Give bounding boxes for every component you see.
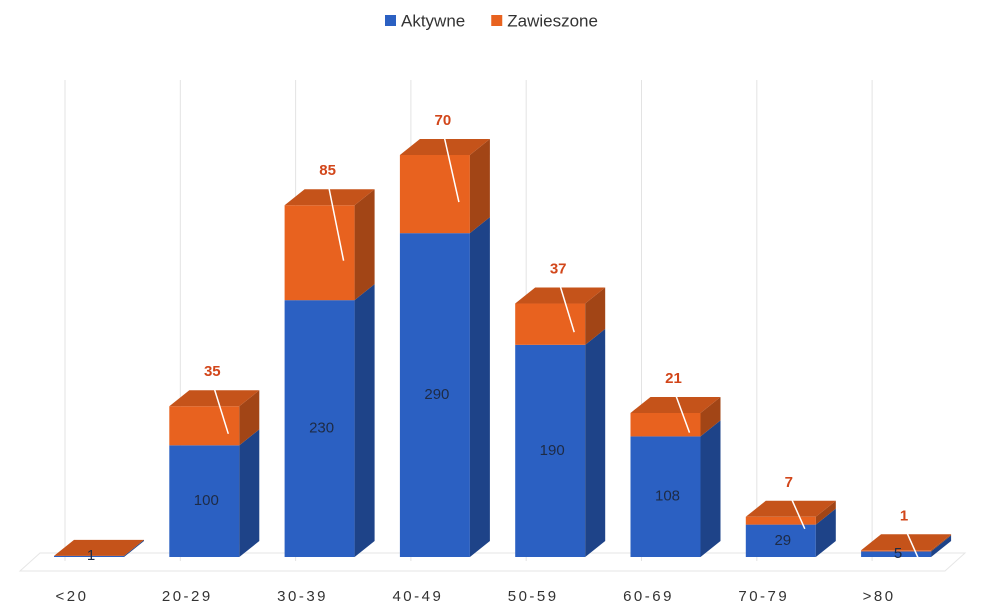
bar-top <box>399 139 490 155</box>
x-tick-label: 50-59 <box>508 588 559 605</box>
leader-line <box>326 181 345 261</box>
bar-side <box>354 189 375 301</box>
data-label: 7 <box>785 474 793 491</box>
leader-line <box>672 388 691 433</box>
data-label: 290 <box>424 386 449 403</box>
leader-line <box>557 279 575 333</box>
bar-segment <box>515 344 586 557</box>
legend-label: Aktywne <box>401 11 465 30</box>
data-label: 1 <box>87 547 95 564</box>
data-label: 108 <box>655 488 680 505</box>
legend-label: Zawieszone <box>507 11 598 30</box>
bar-side <box>815 500 836 525</box>
bar-top <box>169 390 260 407</box>
bar-segment <box>284 300 355 557</box>
bar-segment <box>745 516 816 525</box>
bar-side <box>469 217 490 557</box>
leader-line <box>788 492 806 530</box>
bar-side <box>469 139 490 234</box>
x-tick-label: >80 <box>863 588 896 605</box>
data-label: 5 <box>894 545 902 562</box>
data-label: 37 <box>550 260 567 277</box>
bar-side <box>700 420 721 557</box>
x-tick-label: 70-79 <box>738 588 789 605</box>
x-tick-label: 60-69 <box>623 588 674 605</box>
bar-side <box>239 429 260 557</box>
bar-side <box>700 396 721 437</box>
x-tick-label: 30-39 <box>277 588 328 605</box>
bar-segment <box>169 406 240 446</box>
bar-segment <box>630 436 701 557</box>
bar-segment <box>399 155 470 234</box>
data-label: 70 <box>435 112 452 129</box>
leader-line <box>211 382 230 435</box>
bar-side <box>815 508 836 557</box>
bar-top <box>54 539 144 556</box>
bar-side <box>931 534 952 552</box>
bar-side <box>585 328 606 557</box>
x-tick-label: <20 <box>56 588 89 605</box>
bar-top <box>515 287 606 304</box>
legend-swatch <box>385 15 396 26</box>
bar-segment <box>169 445 240 557</box>
data-label: 85 <box>319 162 336 179</box>
floor <box>18 552 967 572</box>
bar-top <box>745 500 836 517</box>
bar-segment <box>861 550 932 552</box>
leader-line <box>903 525 921 563</box>
bar-top <box>284 189 375 206</box>
data-label: 29 <box>774 532 791 549</box>
data-label: 100 <box>194 492 219 509</box>
bar-segment <box>630 412 701 437</box>
legend-swatch <box>491 15 503 26</box>
data-label: 190 <box>540 442 565 459</box>
leader-line <box>442 130 460 203</box>
legend: Aktywne Zawieszone <box>385 11 598 30</box>
bar-segment <box>284 205 355 301</box>
bar-side <box>585 287 606 345</box>
data-label: 21 <box>665 370 682 387</box>
data-label: 35 <box>204 363 221 380</box>
bar-segment <box>861 551 932 557</box>
bar-side <box>354 284 375 557</box>
x-tick-label: 20-29 <box>162 588 213 605</box>
data-label: 230 <box>309 420 334 437</box>
bar-top <box>861 534 952 551</box>
bar-segment <box>54 555 124 557</box>
data-label: 1 <box>900 507 908 524</box>
bar-side <box>931 535 952 557</box>
bar-segment <box>515 303 586 345</box>
bar-side <box>239 390 260 446</box>
x-tick-label: 40-49 <box>392 588 443 605</box>
bar-segment <box>399 233 470 557</box>
bar-top <box>630 396 721 413</box>
bar-segment <box>745 524 816 557</box>
bar-side <box>124 539 144 557</box>
